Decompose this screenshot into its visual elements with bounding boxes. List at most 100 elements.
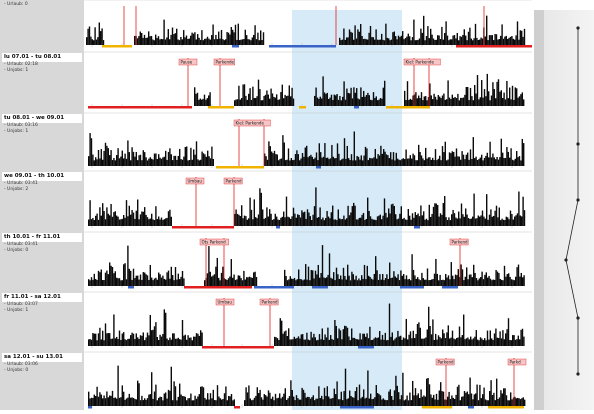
status-segment-blue <box>414 226 420 229</box>
activity-bar <box>194 154 196 166</box>
day-label-1[interactable]: lu 07.01 - tu 08.01 - Urlaub: 02:18 - Un… <box>2 53 82 74</box>
activity-bar <box>232 400 234 406</box>
activity-bar <box>512 397 515 406</box>
activity-bar <box>87 28 89 45</box>
activity-bar <box>299 279 301 286</box>
activity-bar <box>330 335 332 346</box>
activity-bar <box>348 29 351 45</box>
activity-bar <box>362 39 365 45</box>
day-label-0[interactable]: - Urlaub: 0 <box>2 2 82 8</box>
activity-bar <box>230 27 232 45</box>
activity-bar <box>409 392 411 406</box>
activity-bar <box>486 15 488 45</box>
activity-bar <box>393 340 395 346</box>
activity-bar <box>340 391 342 406</box>
activity-bar <box>430 28 432 45</box>
activity-bar <box>288 85 290 106</box>
activity-bar <box>408 99 410 106</box>
activity-bar <box>493 40 495 45</box>
activity-bar <box>472 100 474 106</box>
activity-bar <box>436 160 438 166</box>
day-meta-line: - Unjobs: 0 <box>4 248 29 253</box>
activity-bar <box>498 207 500 226</box>
day-label-6[interactable]: sa 12.01 - su 13.01 - Urlaub: 03:06 - Un… <box>2 353 82 374</box>
activity-bar <box>392 399 394 406</box>
activity-bar <box>145 214 147 226</box>
activity-bar <box>92 279 94 286</box>
activity-bar <box>420 155 423 166</box>
activity-bar <box>177 396 179 406</box>
activity-bar <box>369 157 371 166</box>
activity-bar <box>290 339 293 346</box>
activity-bar <box>288 328 290 346</box>
activity-bar <box>365 95 368 106</box>
activity-bar <box>197 396 199 406</box>
activity-bar <box>523 336 525 346</box>
activity-bar <box>143 34 146 45</box>
activity-bar <box>293 336 295 346</box>
activity-bar <box>364 96 366 106</box>
activity-bar <box>495 328 497 346</box>
activity-bar <box>408 278 410 286</box>
activity-bar <box>127 140 129 166</box>
activity-bar <box>365 279 367 286</box>
activity-bar <box>130 335 132 346</box>
activity-bar <box>470 393 473 406</box>
activity-bar <box>264 94 267 106</box>
activity-bar <box>313 333 315 346</box>
activity-bar <box>366 148 368 166</box>
activity-bar <box>419 98 421 106</box>
vertical-scrollbar[interactable] <box>534 10 544 410</box>
activity-bar <box>453 97 455 106</box>
activity-bar <box>396 219 398 226</box>
activity-bar <box>329 97 331 106</box>
activity-bar <box>96 159 98 166</box>
day-label-4[interactable]: th 10.01 - fr 11.01 - Urlaub: 03:41 - Un… <box>2 233 82 254</box>
status-segment-blue <box>232 45 239 48</box>
activity-bar <box>348 336 350 346</box>
activity-bar <box>419 327 421 346</box>
activity-bar <box>365 397 368 406</box>
day-label-5[interactable]: fr 11.01 - sa 12.01 - Urlaub: 03:07 - Un… <box>2 293 82 314</box>
activity-bar <box>388 303 391 346</box>
activity-bar <box>348 158 350 166</box>
activity-bar <box>159 334 161 346</box>
activity-bar <box>219 398 221 406</box>
activity-bar <box>301 387 303 406</box>
activity-bar <box>207 393 209 406</box>
activity-bar <box>162 400 164 406</box>
activity-bar <box>500 390 502 406</box>
day-label-3[interactable]: we 09.01 - th 10.01 - Urlaub: 03:41 - Un… <box>2 172 82 193</box>
activity-bar <box>257 79 260 106</box>
activity-bar <box>492 279 494 286</box>
activity-bar <box>187 160 189 166</box>
activity-bar <box>400 395 403 406</box>
activity-bar <box>151 372 153 406</box>
activity-bar <box>373 338 375 346</box>
activity-bar <box>403 400 405 406</box>
activity-bar <box>407 33 409 45</box>
activity-bar <box>239 216 241 226</box>
activity-bar <box>166 272 168 286</box>
activity-bar <box>335 158 337 166</box>
activity-bar <box>179 339 181 346</box>
activity-bar <box>259 188 261 226</box>
activity-bar <box>327 274 329 286</box>
activity-bar <box>298 214 300 226</box>
activity-bar <box>97 333 100 346</box>
activity-bar <box>354 391 356 406</box>
activity-bar <box>104 219 107 226</box>
day-meta-line: - Urlaub: 03:41 <box>4 181 38 186</box>
activity-bar <box>284 269 286 286</box>
activity-bar <box>488 275 490 286</box>
activity-bar <box>509 87 511 106</box>
activity-bar <box>461 151 463 166</box>
activity-bar <box>280 398 282 406</box>
activity-bar <box>416 323 419 346</box>
day-label-2[interactable]: tu 08.01 - we 09.01 - Urlaub: 03:16 - Un… <box>2 114 82 135</box>
activity-bar <box>466 267 468 286</box>
activity-bar <box>117 216 119 226</box>
activity-bar <box>506 274 508 286</box>
activity-bar <box>149 218 151 226</box>
